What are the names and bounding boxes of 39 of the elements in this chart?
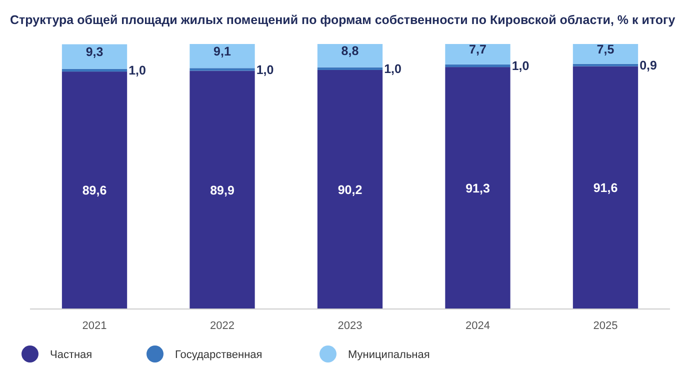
data-label: 91,6 xyxy=(593,181,618,196)
bar xyxy=(572,44,638,64)
legend-label: Муниципальная xyxy=(348,349,430,361)
data-label: 90,2 xyxy=(338,182,362,197)
bar xyxy=(572,64,638,66)
bar xyxy=(190,44,255,68)
bar xyxy=(317,67,383,70)
data-label: 7,7 xyxy=(469,42,486,57)
bar xyxy=(445,64,510,68)
x-tick-label: 2023 xyxy=(338,320,362,332)
bar xyxy=(317,44,383,68)
bar xyxy=(62,44,128,69)
data-label: 9,3 xyxy=(86,44,104,59)
bar xyxy=(62,72,128,309)
bar xyxy=(190,70,255,309)
data-label: 1,0 xyxy=(384,62,402,76)
bar xyxy=(190,68,255,71)
x-tick-label: 2025 xyxy=(593,320,618,332)
data-label: 7,5 xyxy=(596,42,614,56)
bar xyxy=(445,44,510,64)
data-label: 89,9 xyxy=(210,183,234,198)
x-tick-label: 2022 xyxy=(210,320,234,332)
data-label: 89,6 xyxy=(82,184,107,198)
x-tick-label: 2024 xyxy=(466,320,490,332)
legend-label: Частная xyxy=(50,349,92,361)
data-label: 1,0 xyxy=(512,59,530,74)
data-label: 8,8 xyxy=(341,44,359,58)
bar xyxy=(317,70,383,309)
data-label: 1,0 xyxy=(128,64,146,78)
bar xyxy=(445,67,510,309)
x-tick-label: 2021 xyxy=(82,320,107,332)
data-label: 1,0 xyxy=(256,62,274,77)
data-label: 0,9 xyxy=(640,58,657,72)
legend-label: Государственная xyxy=(175,349,262,361)
bar xyxy=(62,68,128,72)
data-label: 9,1 xyxy=(214,44,231,58)
chart-title: Структура общей площади жилых помещений по формам собственности по Кировской области, % к итогу xyxy=(10,13,676,27)
bar xyxy=(572,66,638,309)
data-label: 91,3 xyxy=(466,181,490,196)
